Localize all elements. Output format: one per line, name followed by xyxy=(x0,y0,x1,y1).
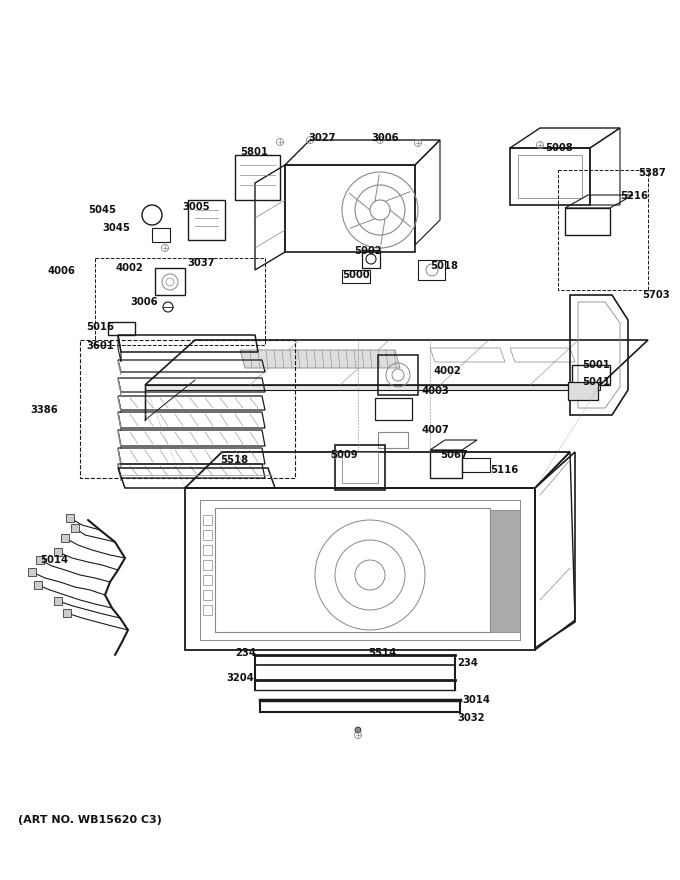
Text: 3601: 3601 xyxy=(86,341,114,351)
Text: 5045: 5045 xyxy=(88,205,116,215)
Polygon shape xyxy=(118,430,121,449)
Text: 4006: 4006 xyxy=(47,266,75,276)
Polygon shape xyxy=(63,609,71,617)
Text: 3037: 3037 xyxy=(188,258,215,268)
Text: 3204: 3204 xyxy=(226,673,254,683)
Text: 5514: 5514 xyxy=(368,648,396,658)
Text: 4002: 4002 xyxy=(433,366,461,376)
Text: 5067: 5067 xyxy=(440,450,468,460)
Text: 5801: 5801 xyxy=(240,147,268,157)
Text: 5001: 5001 xyxy=(582,360,610,370)
Text: 5000: 5000 xyxy=(342,270,370,280)
Text: 3386: 3386 xyxy=(30,405,58,415)
Text: 5014: 5014 xyxy=(40,555,68,565)
Text: 3045: 3045 xyxy=(102,223,130,233)
Polygon shape xyxy=(118,360,121,375)
Polygon shape xyxy=(66,514,74,522)
Text: 5216: 5216 xyxy=(620,191,648,201)
Text: 4003: 4003 xyxy=(422,386,449,396)
Polygon shape xyxy=(118,378,121,395)
Polygon shape xyxy=(34,581,42,589)
Text: 3006: 3006 xyxy=(131,297,158,307)
Polygon shape xyxy=(118,448,121,467)
Text: 5018: 5018 xyxy=(430,261,458,271)
Text: 5009: 5009 xyxy=(330,450,358,460)
Polygon shape xyxy=(61,534,69,542)
Text: 5002: 5002 xyxy=(354,246,382,256)
Polygon shape xyxy=(568,382,598,400)
Text: 3006: 3006 xyxy=(371,133,398,143)
Polygon shape xyxy=(118,396,121,413)
Polygon shape xyxy=(36,556,44,564)
Text: 3014: 3014 xyxy=(462,695,490,705)
Text: 3027: 3027 xyxy=(308,133,336,143)
Text: 3005: 3005 xyxy=(182,202,210,212)
Text: 4002: 4002 xyxy=(115,263,143,273)
Text: 5008: 5008 xyxy=(545,143,573,153)
Polygon shape xyxy=(118,412,121,431)
Text: 5116: 5116 xyxy=(490,465,518,475)
Polygon shape xyxy=(240,350,400,368)
Text: 5387: 5387 xyxy=(638,168,666,178)
Polygon shape xyxy=(490,510,520,632)
Text: 234: 234 xyxy=(235,648,256,658)
Text: 5518: 5518 xyxy=(220,455,248,465)
Text: 234: 234 xyxy=(457,658,478,668)
Text: 5016: 5016 xyxy=(86,322,114,332)
Polygon shape xyxy=(118,464,121,481)
Text: 4007: 4007 xyxy=(422,425,449,435)
Text: 5703: 5703 xyxy=(642,290,670,300)
Polygon shape xyxy=(54,548,62,556)
Polygon shape xyxy=(54,597,62,605)
Text: 5041: 5041 xyxy=(582,377,610,387)
Polygon shape xyxy=(71,524,79,532)
Polygon shape xyxy=(145,385,600,390)
Text: (ART NO. WB15620 C3): (ART NO. WB15620 C3) xyxy=(18,815,162,825)
Circle shape xyxy=(355,727,361,733)
Text: 3032: 3032 xyxy=(457,713,484,723)
Polygon shape xyxy=(28,568,36,576)
